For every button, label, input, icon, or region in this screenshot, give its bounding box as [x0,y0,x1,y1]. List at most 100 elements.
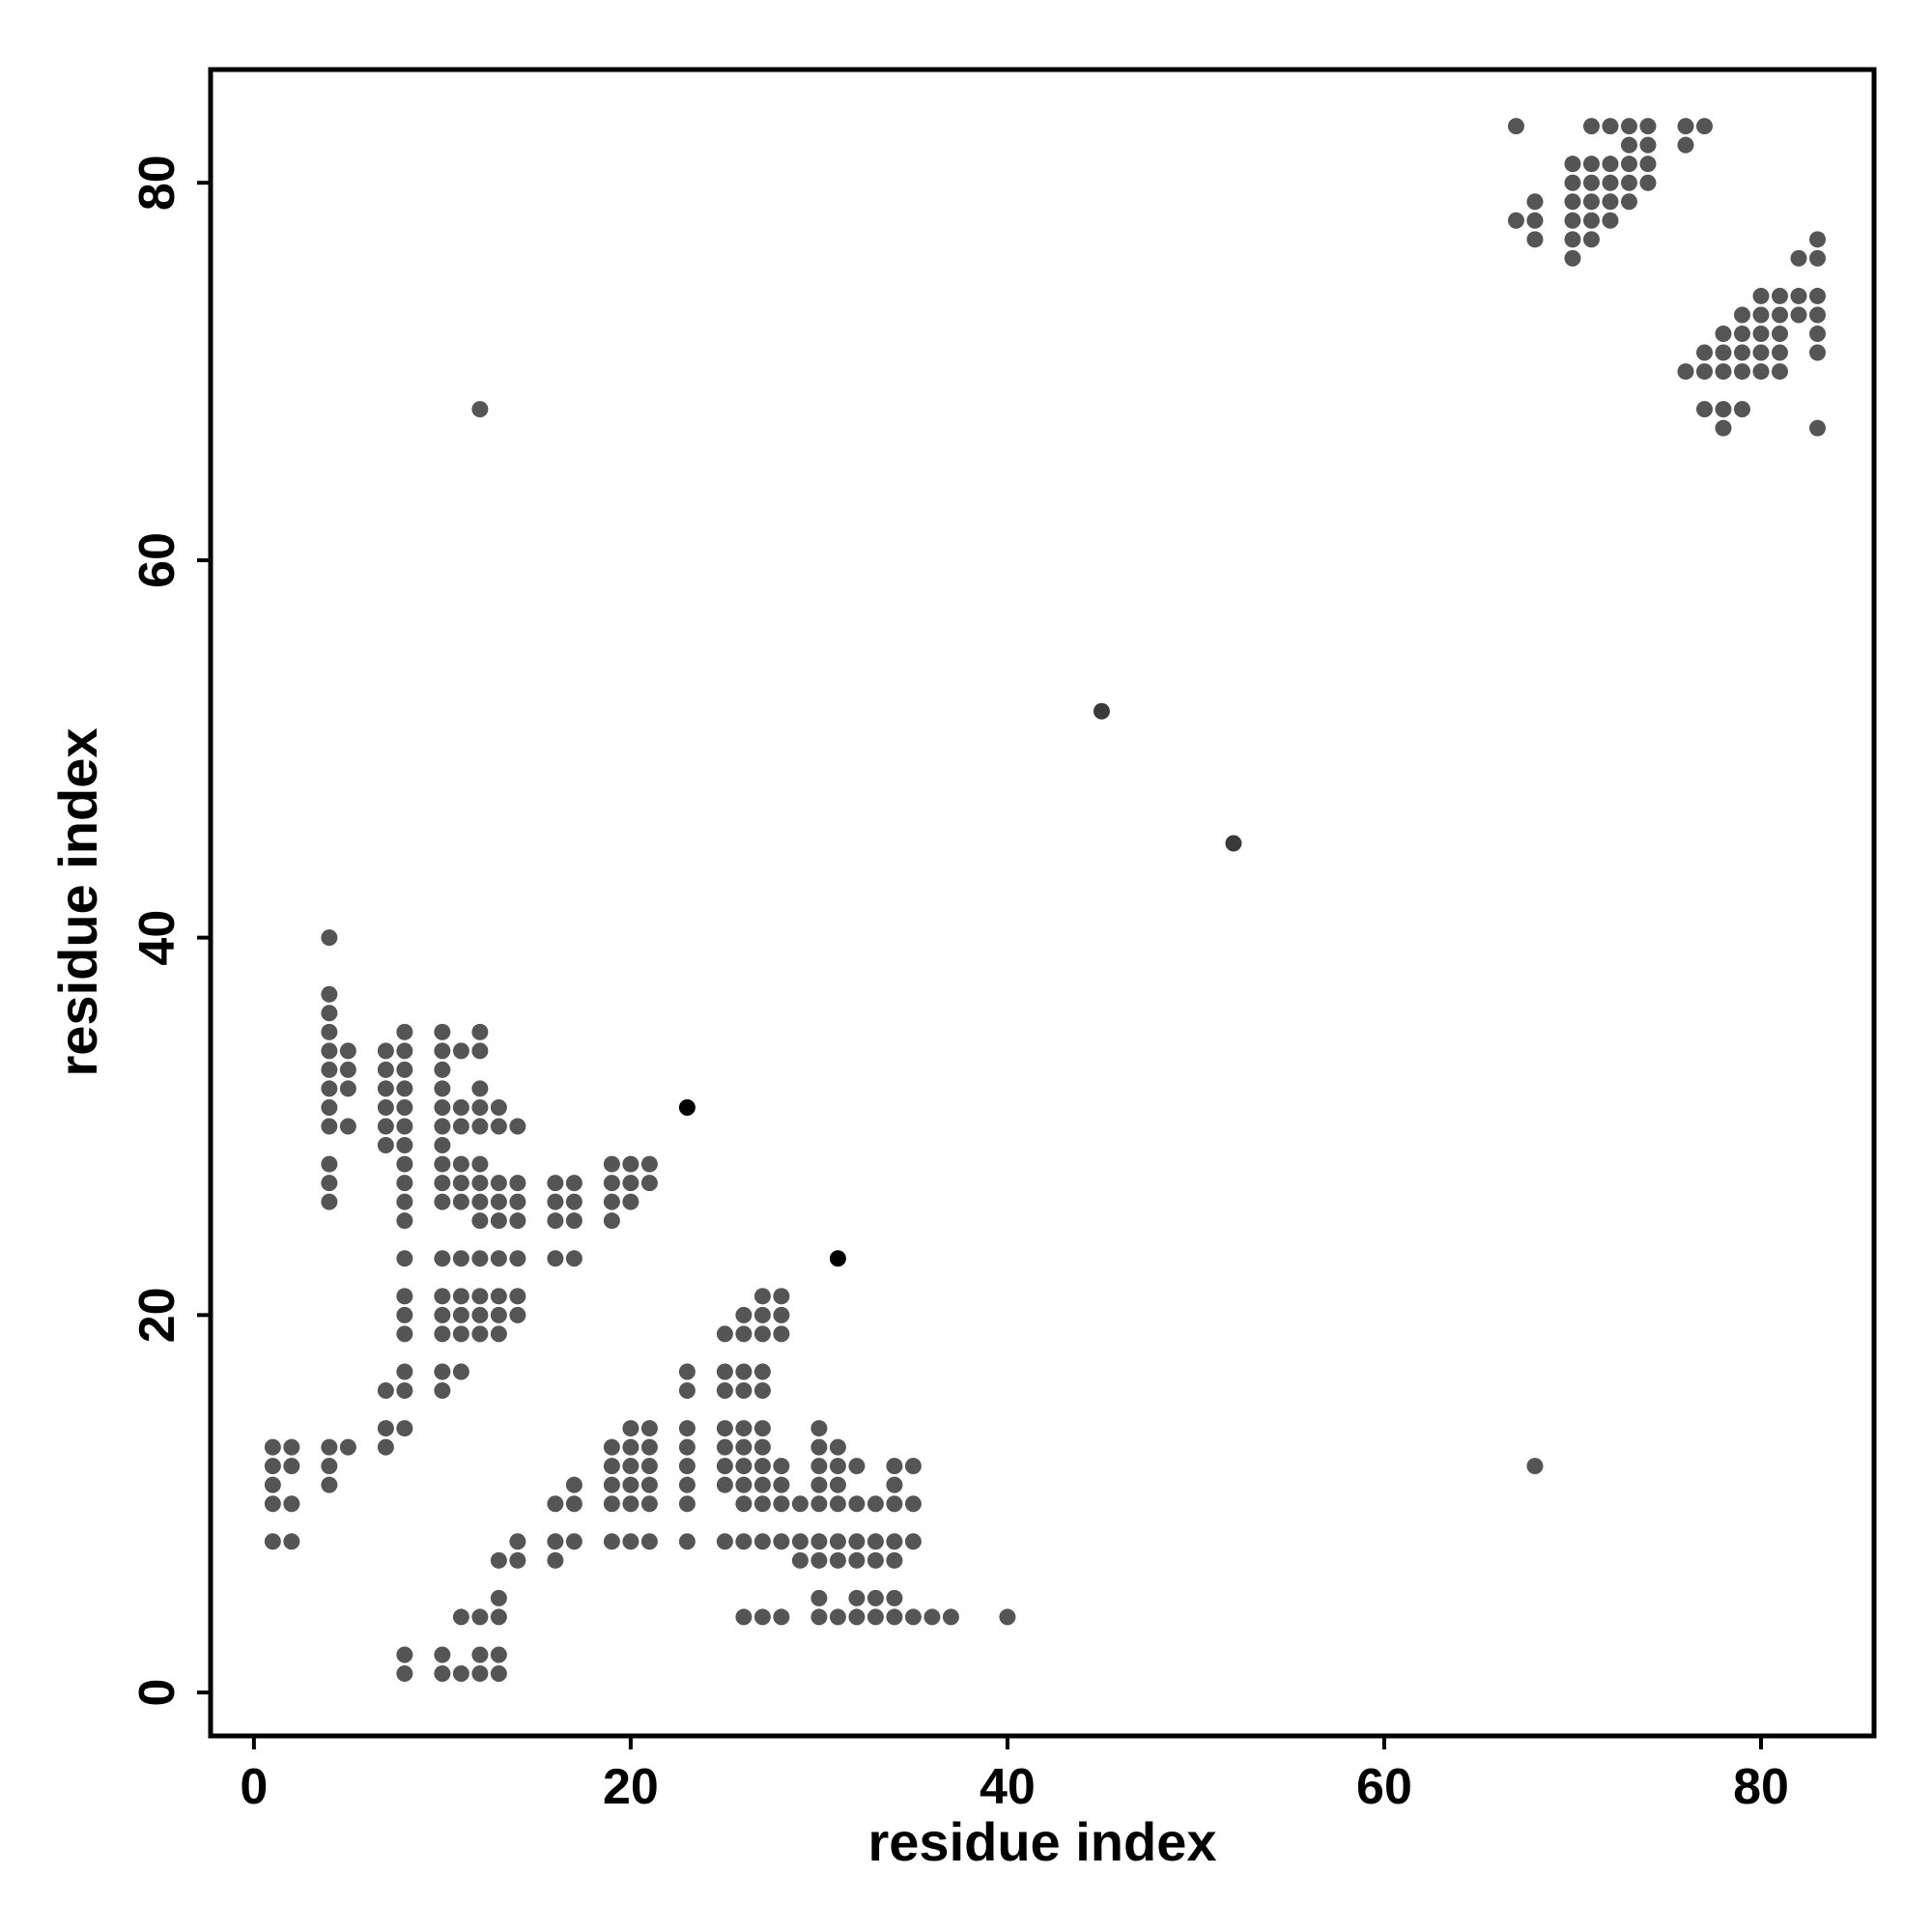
contact-point [434,1250,451,1267]
contact-point [434,1042,451,1060]
contact-point [452,1665,469,1683]
contact-point [603,1458,620,1475]
contact-point [1093,702,1110,720]
contact-point [886,1551,903,1569]
contact-point [321,1175,338,1192]
contact-point [377,1098,394,1116]
contact-point [1790,306,1807,324]
contact-point [867,1608,884,1626]
contact-point [547,1175,564,1192]
y-tick-label: 20 [129,1287,185,1343]
contact-point [396,1420,413,1437]
contact-point [1677,136,1694,154]
contact-point [622,1495,639,1513]
contact-point [490,1175,507,1192]
contact-point [603,1155,620,1173]
contact-point [321,1042,338,1060]
contact-point [490,1250,507,1267]
contact-point [942,1608,959,1626]
contact-point [1582,156,1600,173]
contact-point [753,1458,771,1475]
contact-point [1564,193,1581,211]
contact-point [434,1646,451,1663]
contact-point [829,1551,846,1569]
contact-point [1752,306,1770,324]
contact-point [434,1137,451,1154]
contact-point [471,1080,489,1097]
contact-point [396,1137,413,1154]
contact-point [396,1023,413,1040]
contact-point [471,1288,489,1305]
contact-point [1715,363,1732,381]
contact-point [321,1155,338,1173]
contact-point [829,1495,846,1513]
contact-point [622,1533,639,1550]
contact-point [377,1381,394,1399]
contact-point [1225,835,1242,852]
contact-point [923,1608,941,1626]
contact-point [509,1118,526,1135]
contact-point [848,1495,866,1513]
contact-point [1564,156,1581,173]
contact-point [339,1118,356,1135]
contact-point [1790,287,1807,304]
contact-point [396,1212,413,1230]
contact-point [829,1533,846,1550]
contact-point [434,1118,451,1135]
contact-point [622,1420,639,1437]
contact-point [791,1533,809,1550]
y-tick-label: 40 [129,910,185,966]
contact-point [396,1306,413,1323]
contact-point [471,1665,489,1683]
contact-point [1677,118,1694,135]
contact-point [1564,174,1581,191]
contact-point [1639,118,1657,135]
contact-point [1602,174,1619,191]
contact-point [1564,231,1581,248]
contact-point [810,1495,828,1513]
y-tick-label: 60 [129,532,185,588]
contact-point [509,1212,526,1230]
contact-point [396,1061,413,1078]
contact-point [640,1476,658,1493]
contact-point [867,1495,884,1513]
contact-point [1677,363,1694,381]
contact-point [848,1551,866,1569]
contact-point [509,1288,526,1305]
contact-point [321,1476,338,1493]
contact-point [1771,363,1788,381]
contact-point [434,1665,451,1683]
contact-point [321,1080,338,1097]
contact-point [603,1495,620,1513]
contact-point [810,1476,828,1493]
contact-point [471,1325,489,1343]
contact-point [1771,325,1788,342]
contact-point [509,1250,526,1267]
contact-point [1808,419,1826,437]
contact-point [678,1458,696,1475]
contact-point [1790,249,1807,267]
contact-point [999,1608,1016,1626]
contact-point [547,1193,564,1210]
y-tick-label: 0 [129,1679,185,1707]
contact-point [829,1476,846,1493]
contact-point [829,1608,846,1626]
contact-point [1620,136,1637,154]
plot-frame [208,67,1877,1739]
contact-point [396,1288,413,1305]
contact-point [452,1118,469,1135]
contact-point [773,1608,790,1626]
contact-point [339,1061,356,1078]
contact-point [622,1438,639,1456]
contact-point [716,1363,733,1380]
contact-point [753,1288,771,1305]
contact-point [547,1495,564,1513]
contact-point [264,1458,281,1475]
contact-point [886,1533,903,1550]
contact-point [283,1438,300,1456]
contact-point [264,1533,281,1550]
x-tick-label: 80 [1733,1759,1789,1815]
y-axis: 0 20 40 60 80 [129,155,211,1707]
contact-point [264,1495,281,1513]
